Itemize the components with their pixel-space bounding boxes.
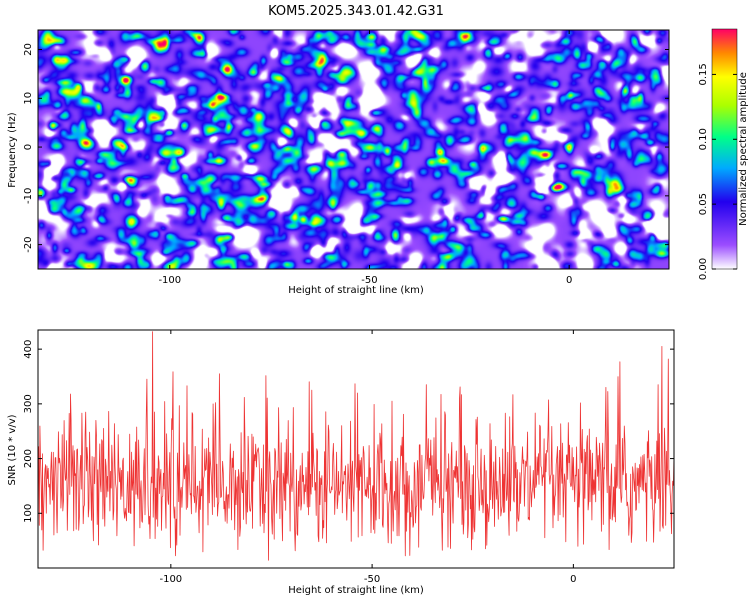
snr-y-ticks: 100 200 300 400 xyxy=(23,340,674,523)
spectrogram-y-tick-label: 10 xyxy=(23,92,34,105)
snr-x-tick-label: 0 xyxy=(570,574,576,585)
spectrogram-y-tick-label: -10 xyxy=(23,188,34,204)
spectrogram-y-ticks: -20 -10 0 10 20 xyxy=(23,43,669,253)
spectrogram-x-tick-label: 0 xyxy=(566,275,572,286)
spectrogram-x-axis-label: Height of straight line (km) xyxy=(288,285,424,296)
snr-y-tick-label: 400 xyxy=(23,340,34,359)
colorbar: 0.00 0.05 0.10 0.15 Normalized spectral amp… xyxy=(698,28,749,280)
snr-y-tick-label: 200 xyxy=(23,449,34,468)
spectrogram-image xyxy=(38,30,669,269)
spectrogram-y-axis-label: Frequency (Hz) xyxy=(7,112,18,188)
spectrogram-frame xyxy=(37,29,670,270)
spectrogram-x-ticks: -100 -50 0 xyxy=(158,30,572,286)
snr-y-axis-label: SNR (10 * v/v) xyxy=(7,414,18,485)
snr-y-tick-label: 100 xyxy=(23,504,34,523)
spectrogram-y-tick-label: 0 xyxy=(23,144,34,150)
colorbar-tick-label: 0.05 xyxy=(698,193,709,215)
spectrogram-y-tick-label: -20 xyxy=(23,236,34,252)
snr-frame xyxy=(37,329,675,569)
snr-x-ticks: -100 -50 0 xyxy=(159,330,577,585)
colorbar-label: Normalized spectral amplitude xyxy=(738,72,749,226)
snr-y-tick-label: 300 xyxy=(23,394,34,413)
snr-panel: -100 -50 0 100 200 300 400 Height of straight… xyxy=(7,329,675,596)
spectrogram-x-tick-label: -100 xyxy=(158,275,181,286)
colorbar-gradient xyxy=(711,28,738,270)
colorbar-tick-label: 0.15 xyxy=(698,63,709,85)
colorbar-tick-label: 0.00 xyxy=(698,258,709,280)
snr-series-line xyxy=(38,331,674,561)
colorbar-ticks: 0.00 0.05 0.10 0.15 xyxy=(698,63,737,280)
snr-x-axis-label: Height of straight line (km) xyxy=(288,585,424,596)
colorbar-tick-label: 0.10 xyxy=(698,128,709,150)
chart-title: KOM5.2025.343.01.42.G31 xyxy=(268,4,444,19)
spectrogram-x-tick-label: -50 xyxy=(361,275,377,286)
snr-x-tick-label: -100 xyxy=(159,574,182,585)
spectrogram-y-tick-label: 20 xyxy=(23,43,34,56)
snr-x-tick-label: -50 xyxy=(364,574,380,585)
